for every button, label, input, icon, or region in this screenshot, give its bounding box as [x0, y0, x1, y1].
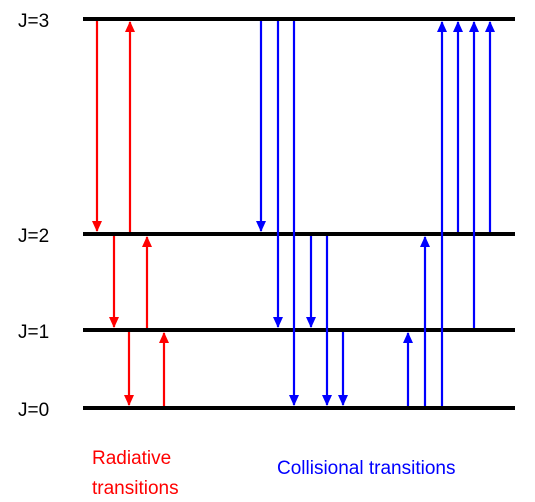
level-label-j1: J=1: [18, 322, 49, 343]
level-label-j0: J=0: [18, 400, 49, 421]
level-label-j3: J=3: [18, 11, 49, 32]
collisional-caption: Collisional transitions: [277, 458, 455, 479]
level-label-j2: J=2: [18, 226, 49, 247]
transition-arrows: [92, 21, 495, 406]
radiative-caption-line1: Radiative: [92, 448, 171, 469]
radiative-caption-line2: transitions: [92, 478, 179, 499]
